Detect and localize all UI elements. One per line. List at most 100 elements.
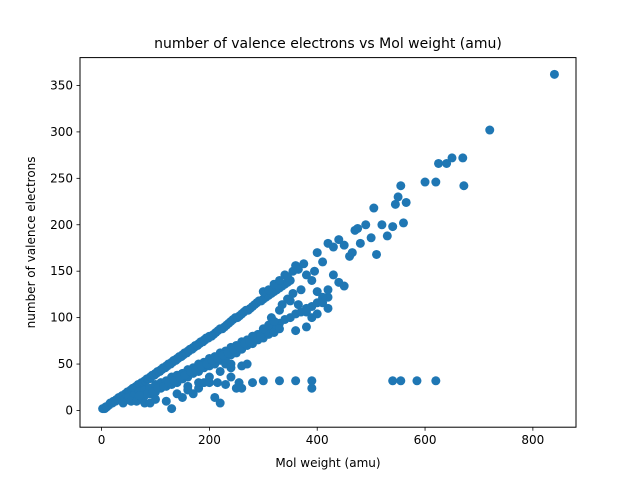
plot-frame: [79, 57, 577, 428]
chart-title: number of valence electrons vs Mol weigh…: [154, 36, 502, 52]
data-point: [307, 376, 317, 386]
y-axis-label: number of valence electrons: [24, 156, 38, 328]
data-point: [167, 404, 177, 414]
y-tick-label: 150: [50, 264, 73, 278]
data-point: [318, 298, 328, 308]
data-point: [431, 376, 441, 386]
data-point: [459, 181, 469, 191]
data-point: [447, 153, 457, 163]
data-point: [274, 275, 284, 285]
data-point: [307, 275, 317, 285]
data-point: [312, 248, 322, 258]
data-point: [237, 361, 247, 371]
data-point: [285, 296, 295, 306]
data-point: [431, 177, 441, 187]
data-point: [301, 270, 311, 280]
data-point: [323, 303, 333, 313]
data-point: [412, 376, 422, 386]
data-point: [328, 242, 338, 252]
data-point: [221, 379, 231, 389]
data-point: [382, 231, 392, 241]
data-point: [301, 322, 311, 332]
data-point: [274, 324, 284, 334]
data-point: [323, 285, 333, 295]
data-point: [215, 366, 225, 376]
data-point: [310, 266, 320, 276]
data-point: [215, 398, 225, 408]
data-point: [355, 238, 365, 248]
data-point: [398, 218, 408, 228]
y-tick-label: 100: [50, 311, 73, 325]
data-point: [118, 398, 128, 408]
data-point: [283, 272, 293, 282]
data-point: [183, 381, 193, 391]
data-point: [549, 69, 559, 79]
data-point: [339, 281, 349, 291]
data-point: [212, 378, 222, 388]
data-point: [274, 376, 284, 386]
data-point: [485, 125, 495, 135]
data-point: [458, 153, 468, 163]
data-point: [396, 181, 406, 191]
data-point: [353, 223, 363, 233]
data-point: [361, 220, 371, 230]
y-tick-label: 300: [50, 125, 73, 139]
y-tick-label: 200: [50, 218, 73, 232]
data-point: [226, 372, 236, 382]
data-point: [291, 326, 301, 336]
data-point: [434, 158, 444, 168]
data-point: [150, 394, 160, 404]
data-point: [288, 288, 298, 298]
data-point: [420, 177, 430, 187]
data-point: [269, 316, 279, 326]
y-tick-label: 0: [65, 403, 73, 417]
data-point: [194, 378, 204, 388]
data-point: [161, 396, 171, 406]
data-point: [390, 199, 400, 209]
x-axis-ticks: 0 200 400 600 800: [98, 427, 544, 447]
data-point: [312, 287, 322, 297]
data-point: [377, 220, 387, 230]
x-tick-label: 200: [198, 433, 221, 447]
data-point: [347, 248, 357, 258]
y-axis-ticks: 0 50 100 150 200 250 300 350: [50, 78, 80, 417]
data-point: [334, 235, 344, 245]
data-point: [393, 192, 403, 202]
data-point: [134, 391, 144, 401]
x-tick-label: 0: [98, 433, 106, 447]
data-point: [339, 240, 349, 250]
x-tick-label: 400: [306, 433, 329, 447]
data-point: [248, 378, 258, 388]
data-points: [98, 69, 559, 414]
data-point: [172, 389, 182, 399]
data-point: [396, 376, 406, 386]
data-point: [328, 270, 338, 280]
data-point: [256, 331, 266, 341]
data-point: [296, 285, 306, 295]
data-point: [264, 285, 274, 295]
y-tick-label: 350: [50, 78, 73, 92]
data-point: [301, 307, 311, 317]
data-point: [293, 300, 303, 310]
data-point: [307, 383, 317, 393]
x-tick-label: 600: [414, 433, 437, 447]
data-point: [369, 203, 379, 213]
data-point: [388, 376, 398, 386]
data-point: [299, 259, 309, 269]
data-point: [237, 383, 247, 393]
y-tick-label: 250: [50, 171, 73, 185]
data-point: [277, 300, 287, 310]
data-point: [258, 376, 268, 386]
data-point: [442, 158, 452, 168]
data-point: [204, 372, 214, 382]
data-point: [318, 257, 328, 267]
data-point: [366, 233, 376, 243]
y-tick-label: 50: [58, 357, 73, 371]
data-point: [210, 392, 220, 402]
x-axis-label: Mol weight (amu): [275, 456, 380, 470]
data-point: [401, 197, 411, 207]
data-point: [372, 249, 382, 259]
data-point: [226, 363, 236, 373]
